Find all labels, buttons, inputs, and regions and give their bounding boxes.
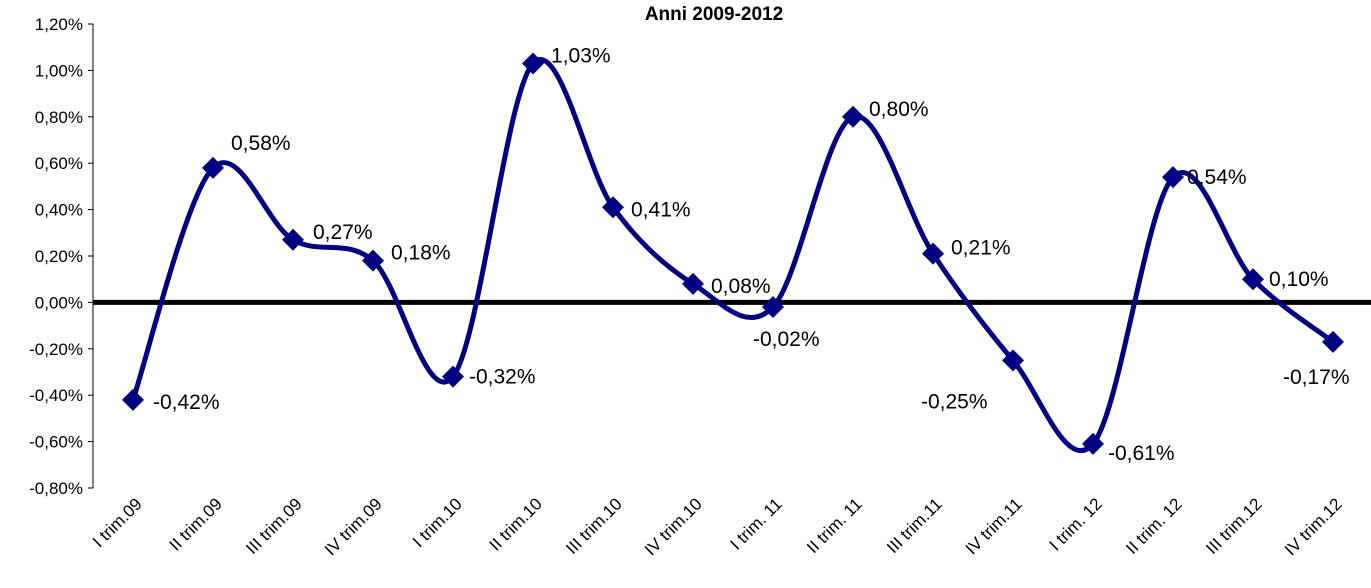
y-tick-label: 1,00% (35, 61, 83, 80)
y-tick-label: 0,20% (35, 247, 83, 266)
markers-group (122, 52, 1344, 455)
data-point-marker (1322, 330, 1344, 353)
data-point-marker (202, 156, 224, 179)
x-tick-label: I trim. 11 (727, 494, 786, 553)
data-label: 0,21% (951, 237, 1011, 260)
x-tick-label: II trim.10 (486, 494, 546, 554)
data-label: -0,25% (921, 390, 988, 413)
x-tick-label: III trim.09 (242, 494, 306, 558)
data-label: 0,58% (231, 132, 291, 155)
data-label: -0,17% (1283, 366, 1350, 389)
data-point-marker (362, 249, 384, 272)
y-tick-label: 0,60% (35, 154, 83, 173)
series-line (130, 57, 1335, 454)
x-tick-label: IV trim.10 (641, 494, 706, 559)
data-label: -0,42% (153, 391, 220, 414)
y-tick-label: -0,20% (29, 340, 83, 359)
data-point-marker (1082, 432, 1104, 455)
data-label: -0,32% (469, 366, 536, 389)
y-tick-label: 0,00% (35, 293, 83, 312)
data-label: 0,08% (711, 275, 771, 298)
x-tick-label: II trim. 11 (803, 494, 866, 557)
x-tick-label: II trim.09 (166, 494, 226, 554)
data-label: 0,41% (631, 198, 691, 221)
data-label: -0,02% (753, 328, 820, 351)
y-axis: 1,20% 1,00% 0,80% 0,60% 0,40% 0,20% 0,00% -0,20… (29, 15, 94, 498)
data-point-marker (442, 365, 464, 388)
x-tick-label: III trim.10 (562, 494, 626, 558)
x-tick-label: I trim.09 (89, 494, 146, 551)
data-label: 0,27% (313, 221, 373, 244)
data-label: 1,03% (551, 44, 611, 67)
data-point-marker (1002, 349, 1024, 372)
data-label: 0,80% (869, 98, 929, 121)
data-label: -0,61% (1108, 442, 1175, 465)
data-point-marker (762, 296, 784, 319)
chart-title: Anni 2009-2012 (645, 4, 783, 25)
x-tick-label: IV trim.11 (962, 494, 1026, 558)
data-point-marker (282, 228, 304, 251)
x-tick-label: I trim. 12 (1046, 494, 1106, 554)
y-tick-label: 0,40% (35, 201, 83, 220)
y-tick-label: -0,60% (29, 433, 83, 452)
data-labels-group: -0,42% 0,58% 0,27% 0,18% -0,32% 1,03% 0,41% 0,0… (153, 44, 1350, 464)
x-tick-label: IV trim.12 (1281, 494, 1346, 559)
x-tick-label: I trim.10 (409, 494, 466, 551)
data-label: 0,10% (1269, 268, 1329, 291)
x-axis: I trim.09 II trim.09 III trim.09 IV trim.09… (89, 494, 1346, 559)
y-tick-label: -0,40% (29, 386, 83, 405)
data-point-marker (922, 242, 944, 265)
data-point-marker (522, 52, 544, 75)
y-tick-label: 0,80% (35, 108, 83, 127)
data-point-marker (1162, 166, 1184, 189)
data-point-marker (842, 105, 864, 128)
x-tick-label: IV trim.09 (321, 494, 386, 559)
y-tick-label: 1,20% (35, 15, 83, 34)
y-tick-label: -0,80% (29, 479, 83, 498)
data-point-marker (682, 272, 704, 295)
data-point-marker (122, 388, 144, 411)
data-point-marker (1242, 268, 1264, 291)
series-group (130, 57, 1335, 454)
x-tick-label: III trim.12 (1202, 494, 1266, 558)
data-label: 0,18% (391, 242, 451, 265)
data-label: 0,54% (1187, 166, 1247, 189)
x-tick-label: II trim. 12 (1122, 494, 1186, 558)
data-point-marker (602, 196, 624, 219)
x-tick-label: III trim.11 (883, 494, 946, 557)
